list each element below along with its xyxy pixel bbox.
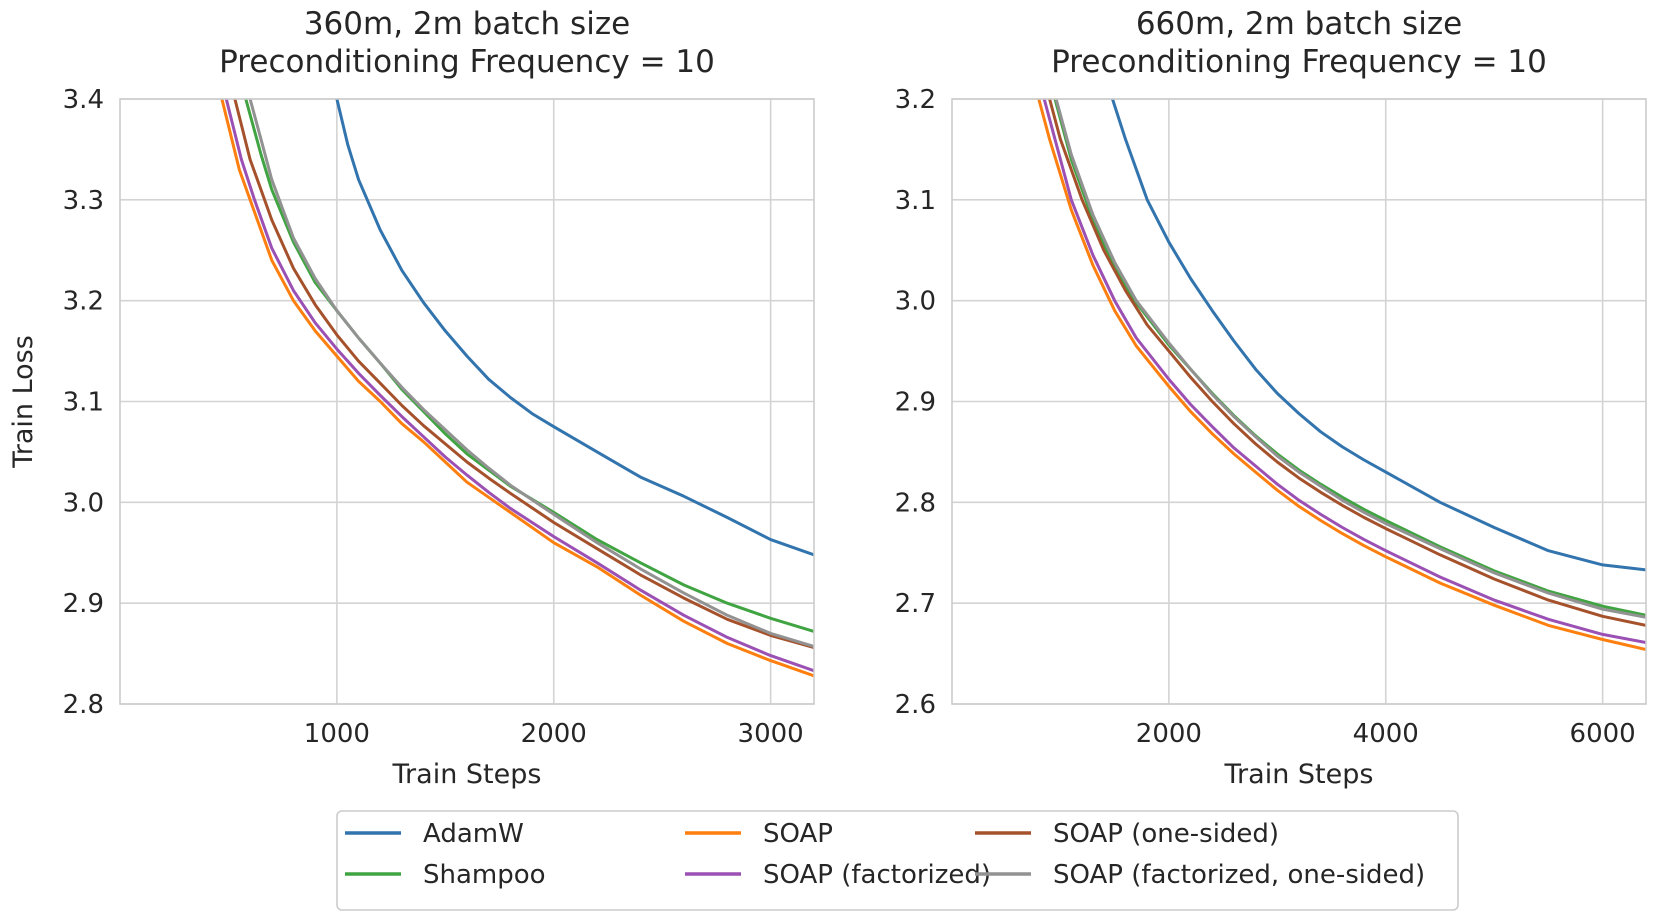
series-line-soap [1037, 99, 1646, 652]
x-tick-label: 2000 [521, 719, 587, 749]
chart-title-line-1: 660m, 2m batch size [1136, 6, 1462, 42]
legend-label: Shampoo [423, 860, 546, 890]
legend: AdamW Shampoo SOAP SOAP (factorized) SOAP (o… [336, 810, 1459, 911]
y-tick-label: 2.6 [895, 690, 936, 720]
plot-frame [119, 98, 815, 705]
y-tick-label: 2.9 [63, 589, 104, 619]
legend-item: AdamW [345, 819, 524, 849]
legend-item: SOAP [685, 819, 833, 849]
y-axis-label: Train Loss [8, 335, 39, 469]
series-line-soap-factorized-one-sided [1054, 99, 1646, 619]
y-tick-label: 2.7 [895, 589, 936, 619]
series-line-adamw [1111, 99, 1646, 572]
legend-item: SOAP (one-sided) [975, 819, 1279, 849]
series-line-soap-factorized-one-sided [248, 99, 814, 648]
y-tick-label: 3.2 [63, 287, 104, 317]
x-tick-label: 4000 [1353, 719, 1419, 749]
legend-item: SOAP (factorized, one-sided) [975, 860, 1425, 890]
legend-label: AdamW [423, 819, 524, 849]
legend-item: Shampoo [345, 860, 546, 890]
y-tick-label: 3.4 [63, 85, 104, 115]
series-line-soap-one-sided [233, 99, 814, 649]
x-tick-label: 3000 [738, 719, 804, 749]
y-tick-label: 2.9 [895, 388, 936, 418]
y-tick-label: 3.0 [895, 287, 936, 317]
series-line-soap-one-sided [1048, 99, 1646, 627]
x-tick-label: 6000 [1570, 719, 1636, 749]
y-tick-label: 2.8 [63, 690, 104, 720]
y-tick-label: 3.0 [63, 488, 104, 518]
chart-panel-2: 2000 4000 6000 2.6 2.7 2.8 2.9 3.0 3.1 3.2 Train S… [895, 6, 1647, 790]
y-tick-label: 3.3 [63, 186, 104, 216]
chart-title-line-2: Preconditioning Frequency = 10 [219, 44, 715, 80]
series-line-adamw [335, 99, 814, 557]
chart-panel-1: 1000 2000 3000 2.8 2.9 3.0 3.1 3.2 3.3 3.4 Train S… [8, 6, 815, 790]
legend-label: SOAP (one-sided) [1053, 819, 1279, 849]
series-line-soap [220, 99, 814, 678]
series-line-shampoo [1053, 99, 1646, 617]
legend-label: SOAP (factorized, one-sided) [1053, 860, 1425, 890]
chart-title-line-1: 360m, 2m batch size [304, 6, 630, 42]
legend-label: SOAP [763, 819, 833, 849]
y-tick-label: 3.1 [63, 388, 104, 418]
y-tick-label: 2.8 [895, 488, 936, 518]
y-tick-label: 3.1 [895, 186, 936, 216]
plot-frame [951, 98, 1647, 705]
legend-label: SOAP (factorized) [763, 860, 991, 890]
chart-title-line-2: Preconditioning Frequency = 10 [1051, 44, 1547, 80]
x-tick-label: 2000 [1136, 719, 1202, 749]
x-tick-label: 1000 [304, 719, 370, 749]
x-axis-label: Train Steps [392, 759, 542, 790]
legend-frame [336, 810, 1459, 911]
legend-item: SOAP (factorized) [685, 860, 991, 890]
series-line-soap-factorized [1042, 99, 1646, 644]
y-tick-label: 3.2 [895, 85, 936, 115]
x-axis-label: Train Steps [1224, 759, 1374, 790]
series-line-soap-factorized [224, 99, 814, 673]
series-line-shampoo [244, 99, 814, 633]
